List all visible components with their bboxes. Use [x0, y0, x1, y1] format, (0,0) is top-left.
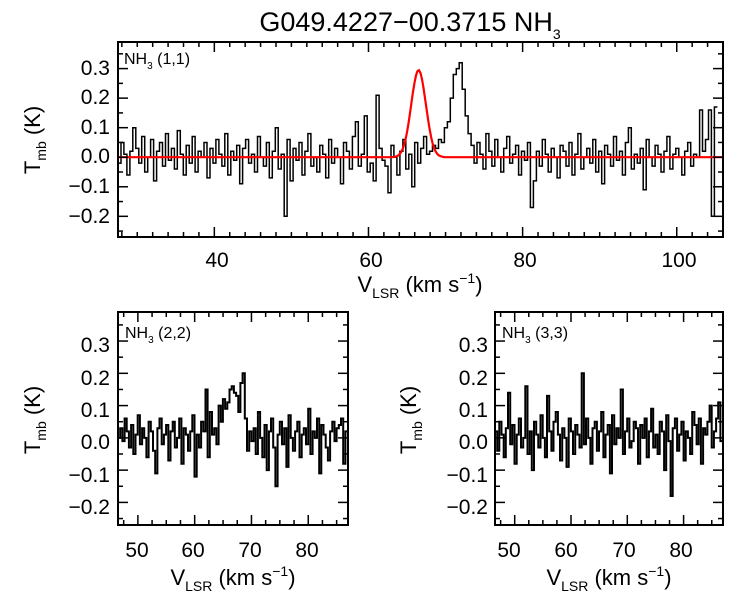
- y-tick-label: 0.3: [459, 334, 488, 357]
- spectrum-line-nh3-11: [118, 61, 718, 218]
- x-axis-label-nh3-22: VLSR (km s−1): [170, 563, 295, 594]
- y-axis-label-nh3-33: Tmb (K): [396, 386, 425, 454]
- y-axis-label-nh3-11: Tmb (K): [20, 106, 49, 174]
- x-tick-label: 60: [554, 539, 577, 562]
- y-tick-label: −0.2: [447, 496, 488, 519]
- y-tick-label: −0.2: [69, 205, 110, 228]
- panel-nh3-11: 40 60 80 100 −0.2 −0.1 0.0 0.1 0.2 0.3 N…: [20, 41, 724, 301]
- plot-area-nh3-11: [118, 61, 723, 218]
- y-tick-label: 0.1: [81, 399, 110, 422]
- y-tick-label: 0.1: [81, 116, 110, 139]
- x-axis-label-nh3-33: VLSR (km s−1): [546, 563, 671, 594]
- spectrum-line-nh3-22: [118, 372, 348, 488]
- panel-nh3-33: 50 60 70 80 −0.2 −0.1 0.0 0.1 0.2 0.3 NH…: [396, 311, 724, 594]
- y-tick-label: −0.1: [69, 175, 110, 198]
- panel-nh3-22: 50 60 70 80 −0.2 −0.1 0.0 0.1 0.2 0.3 NH…: [20, 311, 349, 594]
- x-tick-label: 40: [205, 249, 228, 272]
- y-tick-label: −0.1: [447, 464, 488, 487]
- gaussian-fit-line-nh3-11: [118, 68, 723, 159]
- y-tick-label: 0.0: [459, 431, 488, 454]
- figure-title: G049.4227−00.3715 NH3: [259, 7, 560, 42]
- y-axis-label-nh3-22: Tmb (K): [20, 386, 49, 454]
- ticks-nh3-33: [495, 312, 723, 525]
- plot-area-nh3-22: [118, 372, 348, 488]
- frame-nh3-33: [494, 311, 724, 526]
- x-tick-label: 100: [661, 249, 696, 272]
- y-tick-label: 0.3: [81, 334, 110, 357]
- x-tick-label: 80: [513, 249, 536, 272]
- panel-label-nh3-33: NH3 (3,3): [502, 325, 568, 346]
- y-tick-label: −0.2: [69, 496, 110, 519]
- x-tick-label: 50: [125, 539, 148, 562]
- x-tick-label: 60: [181, 539, 204, 562]
- plot-area-nh3-33: [495, 372, 723, 497]
- y-tick-label: 0.2: [459, 367, 488, 390]
- x-tick-label: 70: [612, 539, 635, 562]
- y-tick-label: 0.1: [459, 399, 488, 422]
- y-tick-label: 0.0: [81, 145, 110, 168]
- y-tick-label: −0.1: [69, 464, 110, 487]
- x-tick-label: 60: [359, 249, 382, 272]
- panel-label-nh3-22: NH3 (2,2): [125, 325, 191, 346]
- y-tick-label: 0.2: [81, 86, 110, 109]
- frame-nh3-11: [117, 41, 724, 238]
- panel-label-nh3-11: NH3 (1,1): [124, 51, 190, 72]
- ticks-nh3-11: [118, 42, 724, 237]
- spectrum-line-nh3-33: [495, 372, 723, 497]
- frame-nh3-22: [117, 311, 349, 526]
- ticks-nh3-22: [118, 312, 348, 525]
- x-tick-label: 80: [295, 539, 318, 562]
- y-tick-label: 0.0: [81, 431, 110, 454]
- x-axis-label-nh3-11: VLSR (km s−1): [357, 270, 482, 301]
- y-tick-label: 0.2: [81, 367, 110, 390]
- x-tick-label: 50: [497, 539, 520, 562]
- x-tick-label: 80: [669, 539, 692, 562]
- x-tick-label: 70: [238, 539, 261, 562]
- y-tick-label: 0.3: [81, 57, 110, 80]
